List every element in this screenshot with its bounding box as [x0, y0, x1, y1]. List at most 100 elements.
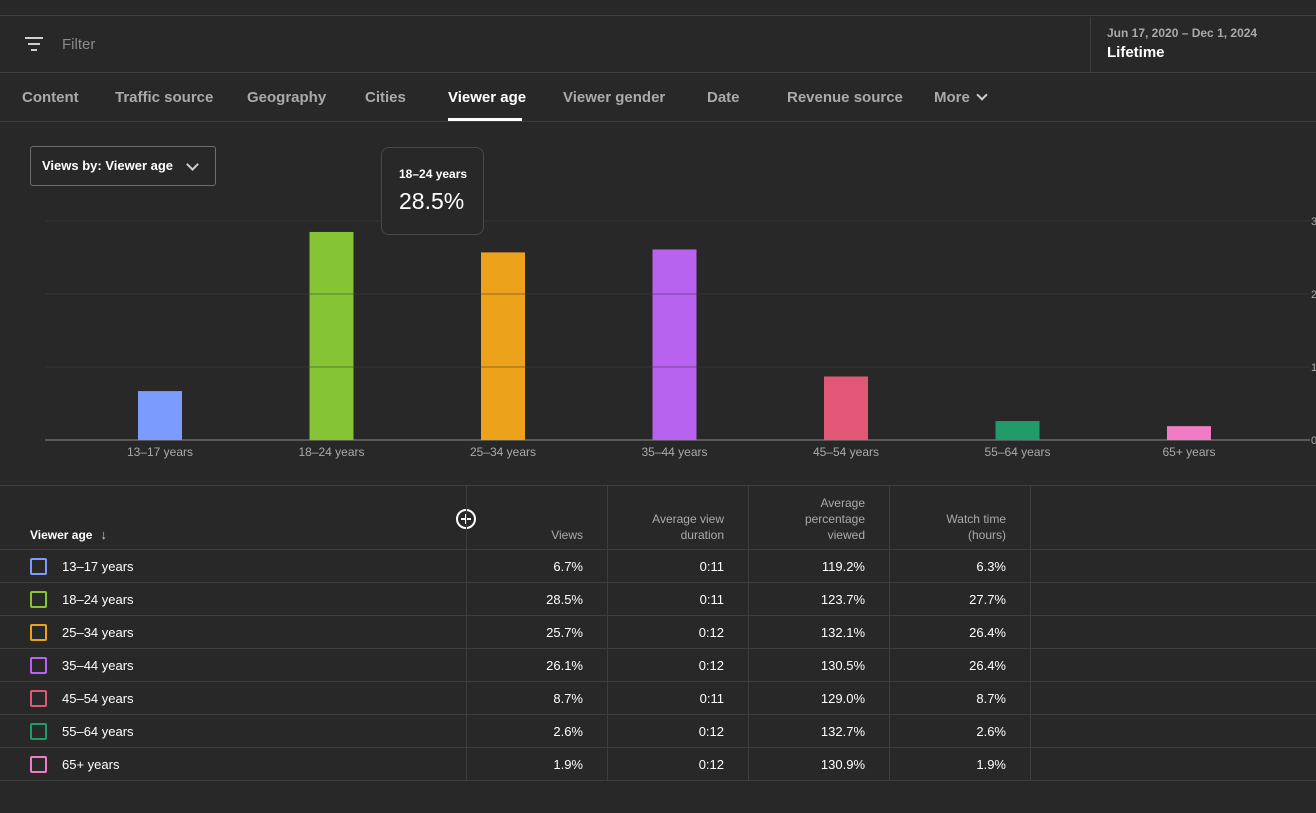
tab-viewer-gender[interactable]: Viewer gender [563, 89, 666, 106]
cell-views: 2.6% [553, 724, 583, 739]
filter-bar: Filter Jun 17, 2020 – Dec 1, 2024 Lifeti… [0, 17, 1316, 73]
tab-content[interactable]: Content [22, 89, 79, 106]
cell-avg-pct: 132.1% [820, 625, 865, 640]
cell-avg-duration: 0:12 [698, 757, 724, 772]
x-tick-label: 35–44 years [641, 445, 707, 459]
chart-tooltip: 18–24 years 28.5% [381, 147, 484, 235]
cell-avg-duration: 0:12 [698, 625, 724, 640]
series-toggle-checkbox[interactable] [30, 723, 47, 740]
dimension-tabs: Content Traffic source Geography Cities … [0, 74, 1316, 122]
x-tick-label: 45–54 years [813, 445, 879, 459]
table-row[interactable]: 18–24 years 28.5% 0:11 123.7% 27.7% [0, 583, 1316, 616]
date-range-text: Jun 17, 2020 – Dec 1, 2024 [1107, 26, 1258, 40]
tab-traffic-source[interactable]: Traffic source [115, 89, 214, 106]
viewer-age-bar-chart: 0 1 2 3 13–17 years 18–24 years 25–34 years 35–… [45, 216, 1316, 459]
column-header-watch-time[interactable]: Watch time (hours) [890, 486, 1006, 550]
y-tick-label: 2 [1311, 289, 1316, 301]
cell-views: 8.7% [553, 691, 583, 706]
column-header-watch-time-label: Watch time (hours) [946, 512, 1006, 542]
filter-input[interactable]: Filter [62, 36, 96, 53]
column-header-avg-duration-label: Average view duration [652, 512, 724, 542]
series-toggle-checkbox[interactable] [30, 756, 47, 773]
table-row[interactable]: 55–64 years 2.6% 0:12 132.7% 2.6% [0, 715, 1316, 748]
series-toggle-checkbox[interactable] [30, 558, 47, 575]
cell-avg-duration: 0:12 [698, 658, 724, 673]
column-header-viewer-age-label: Viewer age [30, 528, 93, 542]
cell-views: 6.7% [553, 559, 583, 574]
column-header-avg-pct-label: Average percentage viewed [804, 496, 865, 542]
tab-geography[interactable]: Geography [247, 89, 327, 106]
row-label: 35–44 years [62, 658, 134, 673]
tab-cities[interactable]: Cities [365, 89, 406, 106]
column-divider [607, 486, 608, 780]
x-tick-label: 55–64 years [984, 445, 1050, 459]
cell-watch-time: 26.4% [969, 658, 1006, 673]
series-toggle-checkbox[interactable] [30, 591, 47, 608]
cell-watch-time: 27.7% [969, 592, 1006, 607]
cell-watch-time: 1.9% [976, 757, 1006, 772]
cell-avg-duration: 0:11 [699, 559, 724, 574]
cell-views: 26.1% [546, 658, 583, 673]
cell-avg-duration: 0:11 [699, 691, 724, 706]
x-tick-label: 18–24 years [298, 445, 364, 459]
column-divider [1030, 486, 1031, 780]
chevron-down-icon [186, 158, 199, 171]
series-toggle-checkbox[interactable] [30, 657, 47, 674]
cell-avg-pct: 123.7% [820, 592, 865, 607]
metric-dropdown[interactable]: Views by: Viewer age [30, 146, 216, 186]
series-toggle-checkbox[interactable] [30, 690, 47, 707]
column-header-avg-pct[interactable]: Average percentage viewed [749, 486, 865, 550]
table-row[interactable]: 45–54 years 8.7% 0:11 129.0% 8.7% [0, 682, 1316, 715]
x-tick-label: 65+ years [1162, 445, 1215, 459]
tab-date[interactable]: Date [707, 89, 740, 106]
cell-avg-duration: 0:11 [699, 592, 724, 607]
column-header-viewer-age[interactable]: Viewer age ↓ [30, 527, 107, 542]
row-label: 18–24 years [62, 592, 134, 607]
cell-avg-pct: 130.9% [820, 757, 865, 772]
table-row[interactable]: 25–34 years 25.7% 0:12 132.1% 26.4% [0, 616, 1316, 649]
metric-dropdown-label: Views by: Viewer age [42, 158, 174, 173]
viewer-age-table: Viewer age ↓ Views Average view duration … [0, 485, 1316, 781]
column-header-views[interactable]: Views [551, 528, 583, 542]
bar-55-64-years [995, 421, 1040, 440]
column-header-avg-duration[interactable]: Average view duration [608, 486, 724, 550]
row-label: 65+ years [62, 757, 120, 772]
tab-more-label: More [934, 89, 970, 106]
x-tick-label: 25–34 years [470, 445, 536, 459]
cell-views: 1.9% [553, 757, 583, 772]
tab-more[interactable]: More [934, 89, 988, 106]
bar-65+-years [1167, 426, 1211, 440]
bar-35-44-years [652, 249, 697, 440]
cell-avg-duration: 0:12 [698, 724, 724, 739]
chevron-down-icon [976, 89, 988, 101]
cell-avg-pct: 129.0% [820, 691, 865, 706]
row-label: 25–34 years [62, 625, 134, 640]
filter-icon[interactable] [24, 37, 44, 53]
table-header: Viewer age ↓ Views Average view duration … [0, 486, 1316, 550]
cell-watch-time: 8.7% [976, 691, 1006, 706]
table-row[interactable]: 13–17 years 6.7% 0:11 119.2% 6.3% [0, 550, 1316, 583]
row-label: 45–54 years [62, 691, 134, 706]
cell-watch-time: 2.6% [976, 724, 1006, 739]
table-row[interactable]: 35–44 years 26.1% 0:12 130.5% 26.4% [0, 649, 1316, 682]
tab-viewer-age[interactable]: Viewer age [448, 89, 527, 106]
sort-down-icon: ↓ [100, 527, 107, 542]
series-toggle-checkbox[interactable] [30, 624, 47, 641]
table-body: 13–17 years 6.7% 0:11 119.2% 6.3% 18–24 years… [0, 550, 1316, 781]
y-tick-label: 1 [1311, 362, 1316, 374]
column-divider [889, 486, 890, 780]
active-tab-indicator [448, 118, 522, 121]
cell-views: 28.5% [546, 592, 583, 607]
bar-25-34-years [481, 252, 525, 440]
table-row[interactable]: 65+ years 1.9% 0:12 130.9% 1.9% [0, 748, 1316, 781]
x-tick-label: 13–17 years [127, 445, 193, 459]
row-label: 13–17 years [62, 559, 134, 574]
tooltip-value: 28.5% [399, 188, 465, 214]
bar-13-17-years [138, 391, 182, 440]
cell-watch-time: 6.3% [976, 559, 1006, 574]
tab-revenue-source[interactable]: Revenue source [787, 89, 903, 106]
column-divider [748, 486, 749, 780]
cell-avg-pct: 132.7% [820, 724, 865, 739]
date-range-selector[interactable]: Jun 17, 2020 – Dec 1, 2024 Lifetime [1090, 17, 1316, 73]
top-strip [0, 0, 1316, 16]
